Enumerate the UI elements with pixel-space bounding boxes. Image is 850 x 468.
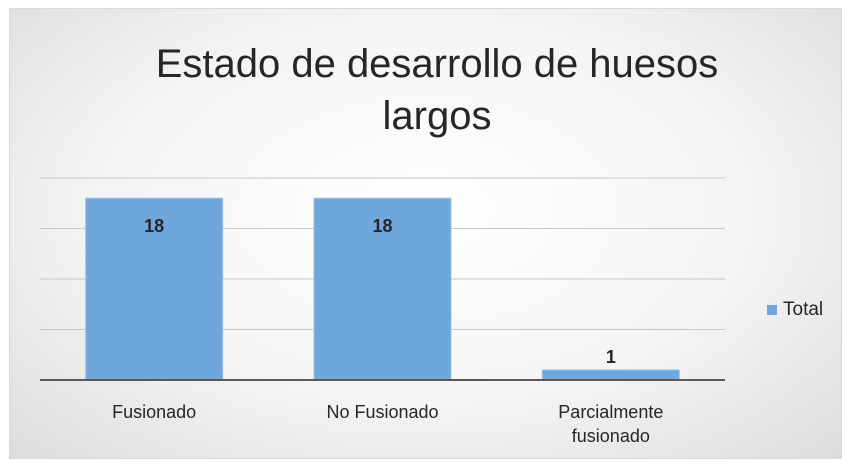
- x-tick-label: No Fusionado: [326, 402, 439, 422]
- data-label: 18: [144, 216, 165, 237]
- x-tick-label: Fusionado: [112, 402, 197, 422]
- data-label: 1: [605, 346, 616, 367]
- legend-swatch: [767, 305, 777, 315]
- bar: [541, 369, 680, 381]
- x-tick-label: Parcialmente fusionado: [558, 402, 664, 446]
- data-label: 18: [372, 216, 393, 237]
- bar: [313, 197, 452, 381]
- bar: [85, 197, 224, 381]
- legend-label: Total: [783, 299, 824, 320]
- chart-title: Estado de desarrollo de huesos largos: [155, 42, 719, 138]
